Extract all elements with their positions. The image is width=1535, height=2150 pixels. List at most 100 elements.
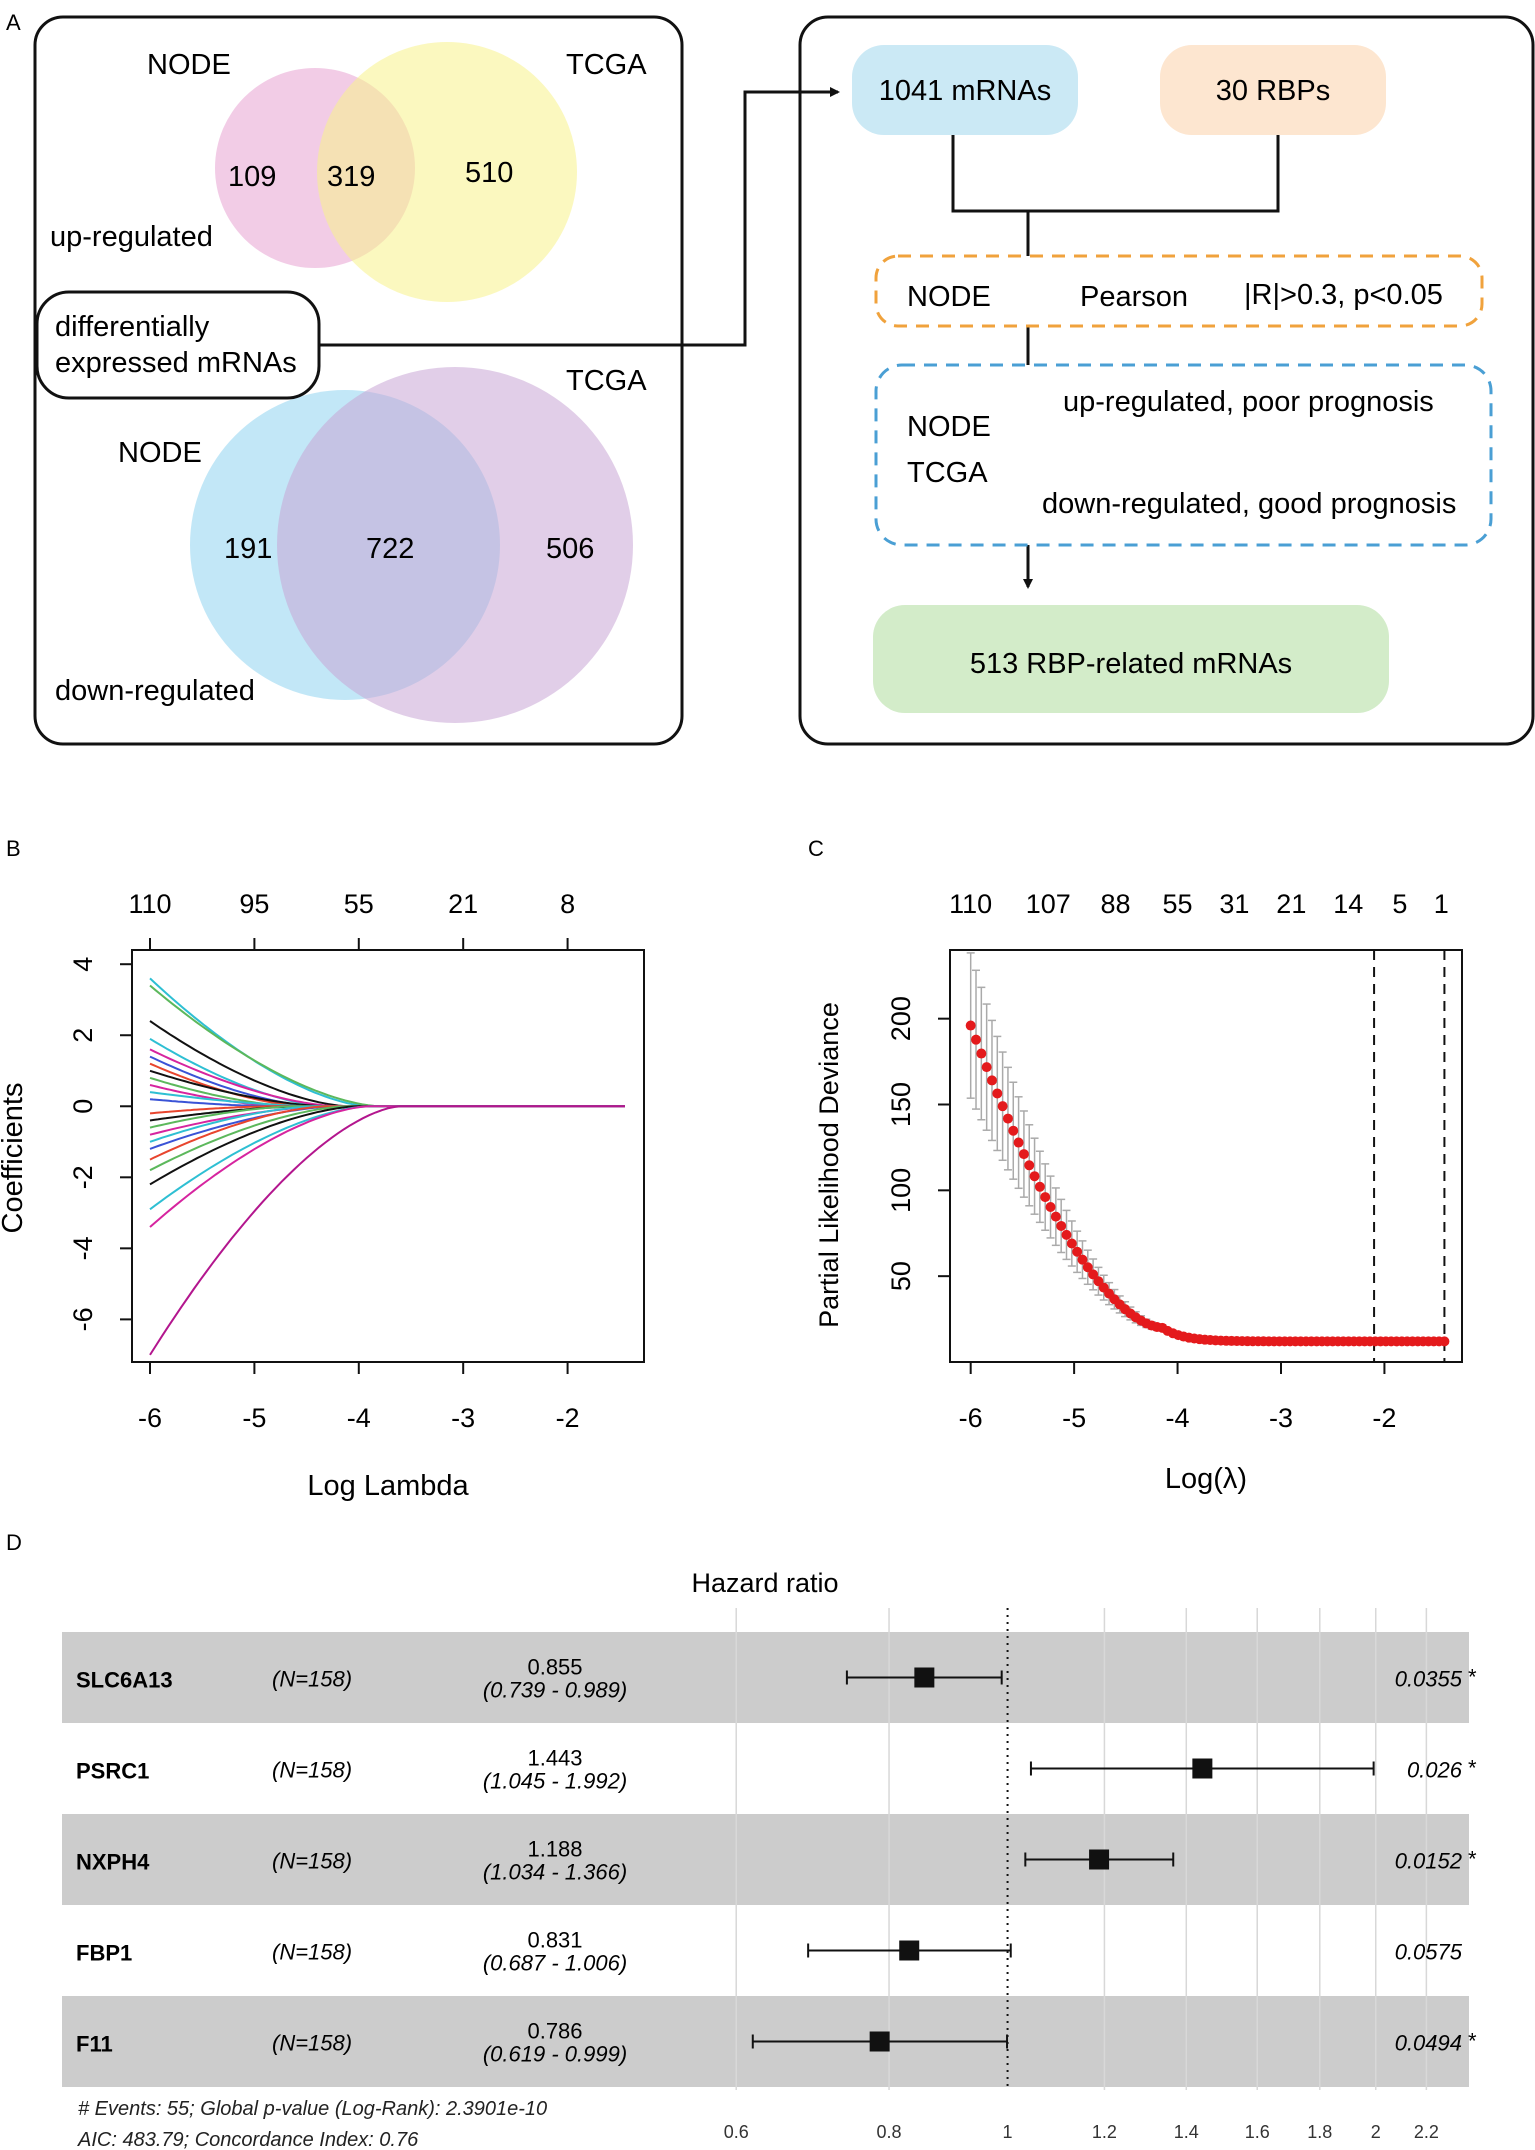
top-tick-label: 55	[1163, 889, 1193, 919]
venn-down-tcga-only: 506	[546, 533, 594, 565]
mrnas-box-label: 1041 mRNAs	[879, 75, 1051, 107]
forest-band	[62, 1632, 1469, 1723]
deviance-point	[1040, 1192, 1051, 1203]
plot-b-frame	[131, 949, 645, 1363]
forest-n: (N=158)	[272, 1849, 352, 1874]
coef-path-c24	[149, 1105, 625, 1356]
pearson-criteria: |R|>0.3, p<0.05	[1244, 279, 1443, 311]
plot-c-ylabel: Partial Likelihood Deviance	[814, 1002, 844, 1328]
coef-path-c5	[149, 1048, 625, 1108]
forest-significance: *	[1468, 1665, 1477, 1690]
coef-path-c15	[149, 1105, 625, 1129]
forest-title: Hazard ratio	[691, 1568, 838, 1598]
forest-hr-marker	[869, 2031, 890, 2052]
coef-path-c20	[149, 1105, 625, 1172]
forest-hr: 0.831	[527, 1928, 582, 1953]
venn-frame	[33, 15, 684, 746]
forest-gene: SLC6A13	[76, 1668, 173, 1693]
pearson-box	[874, 254, 1484, 328]
top-tick-label: 110	[128, 889, 171, 919]
venn-down-node-label: NODE	[118, 437, 202, 469]
forest-axis: 0.6 0.8 1 1.2 1.4 1.6 1.8 2 2.2	[724, 2122, 1439, 2142]
venn-up-direction: up-regulated	[50, 221, 213, 253]
forest-ci: (0.687 - 1.006)	[483, 1951, 627, 1976]
top-tick-label: 55	[344, 889, 374, 919]
coef-path-c3	[149, 1020, 625, 1108]
x-tick-label: -3	[451, 1403, 475, 1433]
x-tick-label: -4	[347, 1403, 371, 1433]
top-tick-label: 107	[1026, 889, 1071, 919]
forest-gene: FBP1	[76, 1941, 132, 1966]
forest-x-tick-label: 0.8	[877, 2122, 902, 2142]
venn-up-tcga-circle	[317, 42, 577, 302]
plot-c-axes: -6 -5 -4 -3 -2 50 100 150 200 110 107 88 55 31 21 14 5 1	[886, 889, 1449, 1433]
venn-down-tcga-circle	[277, 367, 633, 723]
coef-path-c19	[149, 1105, 625, 1161]
forest-significance: *	[1468, 1756, 1477, 1781]
x-tick-label: -6	[959, 1403, 983, 1433]
forest-ci: (1.045 - 1.992)	[483, 1769, 627, 1794]
forest-x-tick-label: 1.2	[1092, 2122, 1117, 2142]
plot-b-axes: -6 -5 -4 -3 -2 4 2 0 -2 -4 -6 110 95 55 21 8	[68, 889, 580, 1433]
plot-b-coefficient-paths	[149, 977, 625, 1356]
forest-significance: *	[1468, 1847, 1477, 1872]
x-tick-label: -4	[1166, 1403, 1190, 1433]
deviance-point	[992, 1088, 1003, 1099]
deviance-point	[1061, 1229, 1072, 1240]
top-tick-label: 5	[1392, 889, 1407, 919]
plot-c-xlabel: Log(λ)	[1165, 1463, 1247, 1495]
x-tick-label: -5	[1062, 1403, 1086, 1433]
coef-path-c9	[149, 1076, 625, 1108]
coef-path-c21	[149, 1105, 625, 1186]
top-tick-label: 88	[1100, 889, 1130, 919]
forest-ci: (0.619 - 0.999)	[483, 2042, 627, 2067]
forest-significance: *	[1468, 2029, 1477, 2054]
deviance-point	[1045, 1202, 1056, 1213]
forest-x-tick-label: 2.2	[1414, 2122, 1439, 2142]
x-tick-label: -6	[138, 1403, 162, 1433]
forest-rows: SLC6A13 (N=158) 0.855(0.739 - 0.989) 0.0355…	[76, 1655, 1477, 2067]
venn-up-overlap: 319	[327, 161, 375, 193]
x-tick-label: -2	[556, 1403, 580, 1433]
deviance-point	[1050, 1211, 1061, 1222]
panel-d: Hazard ratio SLC6A13 (N=158) 0.855(0.739 -…	[62, 1568, 1477, 2150]
deviance-point	[1029, 1171, 1040, 1182]
forest-footnote-1: # Events: 55; Global p-value (Log-Rank):…	[78, 2098, 547, 2120]
y-tick-label: 200	[886, 996, 916, 1041]
forest-hr: 1.443	[527, 1746, 582, 1771]
forest-grid	[735, 1608, 1428, 2090]
prognosis-box	[874, 363, 1493, 547]
y-tick-label: 150	[886, 1082, 916, 1127]
coef-path-c17	[149, 1105, 625, 1143]
venn-up-node-label: NODE	[147, 49, 231, 81]
venn-up-node-only: 109	[228, 161, 276, 193]
y-tick-label: 100	[886, 1168, 916, 1213]
deviance-point	[1024, 1160, 1035, 1171]
result-box-label: 513 RBP-related mRNAs	[970, 648, 1292, 680]
forest-bands	[62, 1632, 1469, 2087]
forest-x-tick-label: 1.8	[1307, 2122, 1332, 2142]
venn-down-overlap: 722	[366, 533, 414, 565]
forest-x-tick-label: 2	[1371, 2122, 1381, 2142]
top-tick-label: 14	[1333, 889, 1363, 919]
coef-path-c13	[149, 1105, 625, 1115]
plot-c-reference-lines	[1373, 950, 1446, 1362]
plot-b-xlabel: Log Lambda	[307, 1470, 469, 1502]
plot-b-ylabel: Coefficients	[0, 1083, 29, 1234]
x-tick-label: -2	[1372, 1403, 1396, 1433]
rbps-box-label: 30 RBPs	[1216, 75, 1330, 107]
top-tick-label: 31	[1219, 889, 1249, 919]
forest-hr-marker	[899, 1940, 920, 1961]
forest-p-value: 0.0575	[1395, 1940, 1463, 1965]
deviance-point	[976, 1048, 987, 1059]
forest-n: (N=158)	[272, 1758, 352, 1783]
panel-letter-c: C	[808, 836, 824, 861]
panel-letter-d: D	[6, 1530, 22, 1555]
prognosis-cohort-2: TCGA	[907, 457, 988, 489]
forest-band	[62, 1814, 1469, 1905]
deviance-point	[1013, 1137, 1024, 1148]
venn-down-direction: down-regulated	[55, 675, 255, 707]
top-tick-label: 8	[560, 889, 575, 919]
forest-p-value: 0.0494	[1395, 2031, 1462, 2056]
